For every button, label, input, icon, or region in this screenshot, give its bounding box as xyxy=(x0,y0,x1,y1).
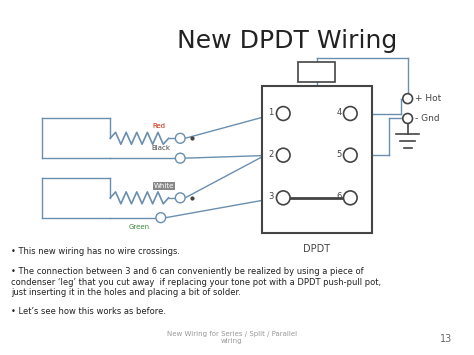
Text: Green: Green xyxy=(129,224,150,230)
Text: New Wiring for Series / Split / Parallel
wiring: New Wiring for Series / Split / Parallel… xyxy=(167,331,297,344)
Text: - Gnd: - Gnd xyxy=(415,114,440,123)
Circle shape xyxy=(156,213,165,223)
Text: • The connection between 3 and 6 can conveniently be realized by using a piece o: • The connection between 3 and 6 can con… xyxy=(11,267,381,297)
Circle shape xyxy=(403,94,412,104)
Circle shape xyxy=(344,148,357,162)
Text: Red: Red xyxy=(152,124,165,129)
Text: 2: 2 xyxy=(268,150,273,159)
Text: + Hot: + Hot xyxy=(415,94,442,103)
Text: 1: 1 xyxy=(268,108,273,117)
Text: White: White xyxy=(154,183,174,189)
Text: 13: 13 xyxy=(440,334,452,344)
Circle shape xyxy=(175,153,185,163)
Circle shape xyxy=(175,193,185,203)
Text: 5: 5 xyxy=(337,150,342,159)
Circle shape xyxy=(276,148,290,162)
Circle shape xyxy=(175,133,185,143)
Circle shape xyxy=(344,191,357,205)
Circle shape xyxy=(344,106,357,120)
Text: • This new wiring has no wire crossings.: • This new wiring has no wire crossings. xyxy=(11,247,180,256)
Text: 3: 3 xyxy=(268,192,273,201)
Bar xyxy=(298,62,335,82)
Circle shape xyxy=(403,114,412,124)
Bar xyxy=(262,86,372,233)
Circle shape xyxy=(276,191,290,205)
Text: Black: Black xyxy=(151,145,170,151)
Text: • Let’s see how this works as before.: • Let’s see how this works as before. xyxy=(11,307,166,316)
Text: DPDT: DPDT xyxy=(303,245,330,255)
Text: New DPDT Wiring: New DPDT Wiring xyxy=(177,29,397,53)
Circle shape xyxy=(276,106,290,120)
Text: 4: 4 xyxy=(337,108,342,117)
Text: 6: 6 xyxy=(336,192,342,201)
